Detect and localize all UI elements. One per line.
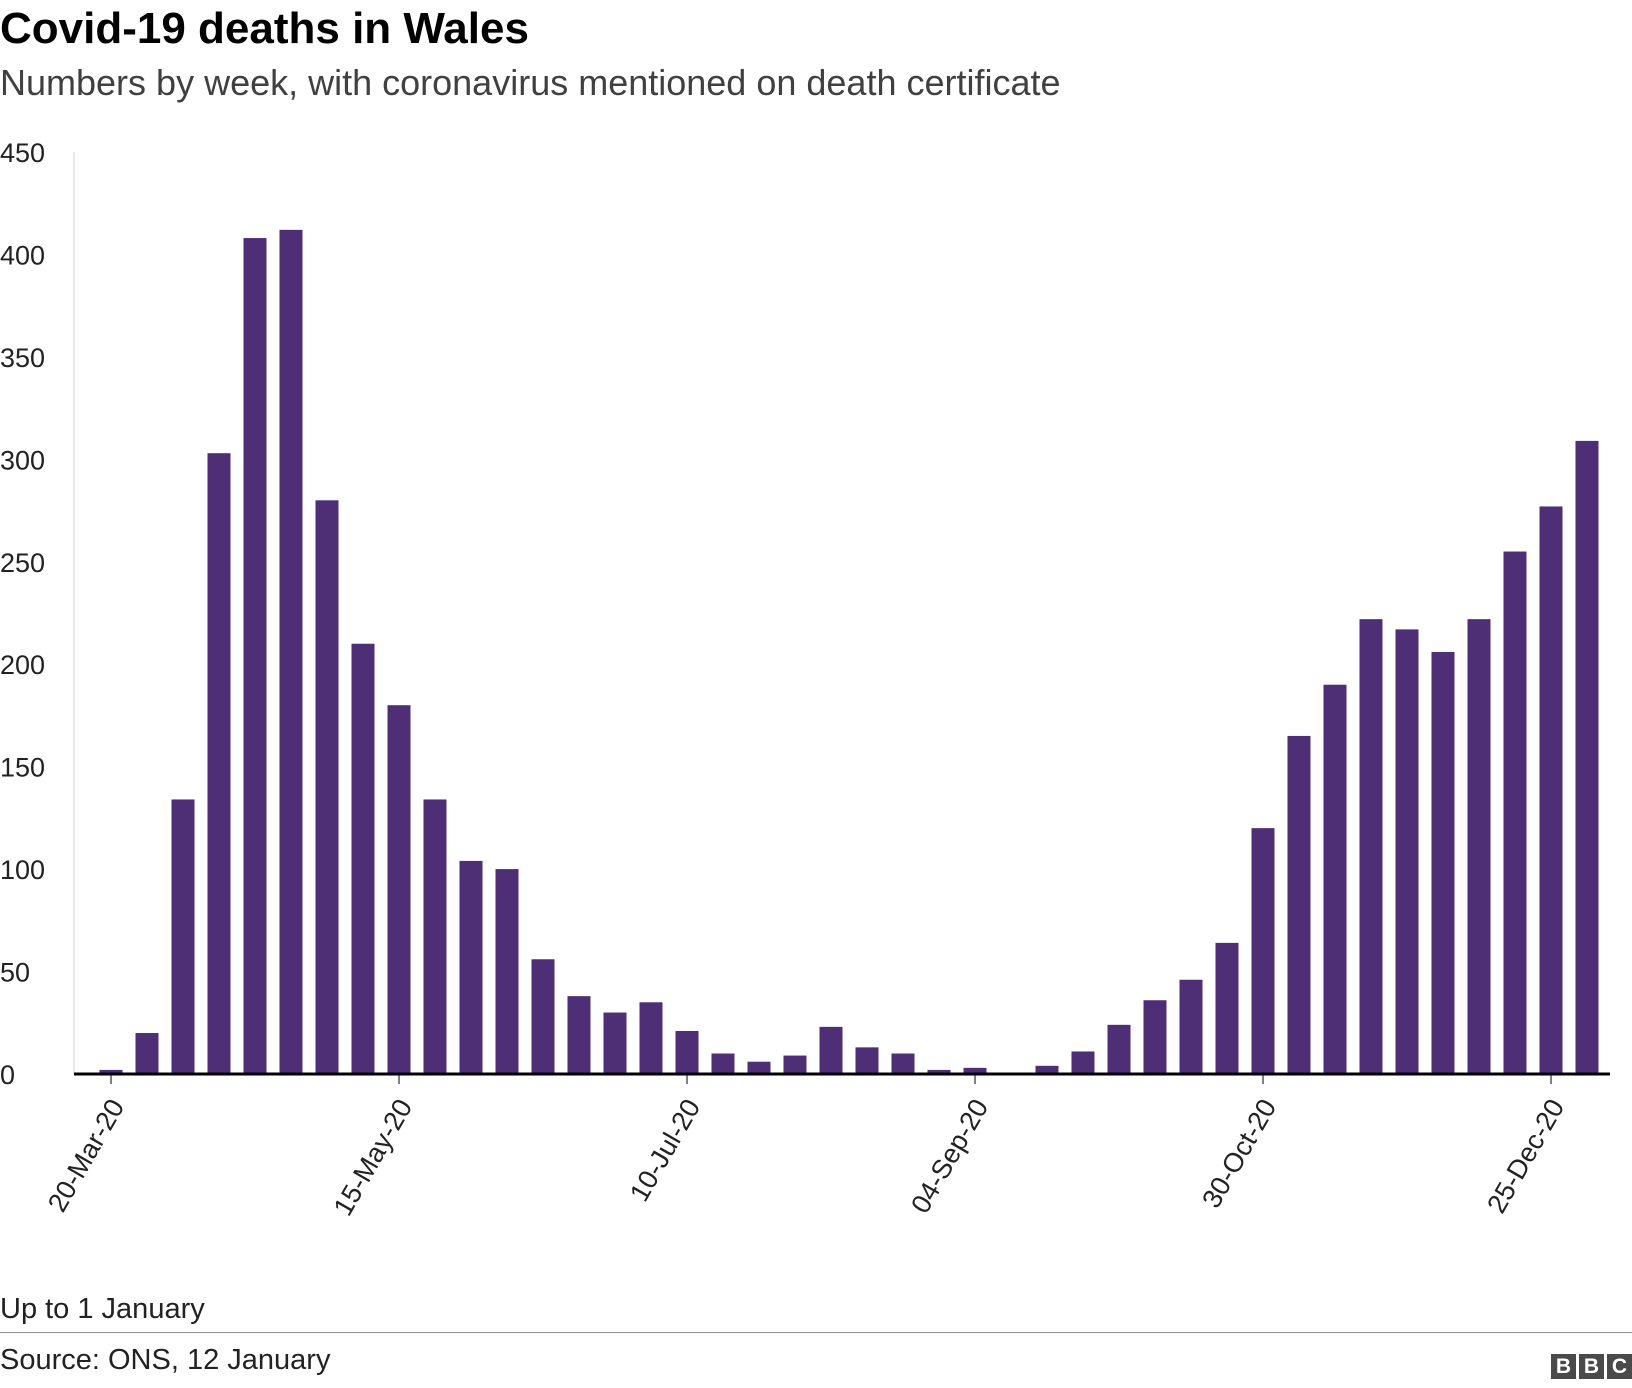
bar <box>423 799 447 1074</box>
bar <box>1467 619 1491 1074</box>
bar <box>639 1002 663 1074</box>
x-tick-label: 25-Dec-20 <box>1481 1094 1570 1218</box>
bar <box>1071 1051 1095 1074</box>
y-tick-label: 450 <box>0 138 45 168</box>
bar <box>1503 551 1527 1074</box>
x-tick-label: 15-May-20 <box>328 1094 419 1221</box>
bbc-logo-letter: B <box>1551 1354 1576 1379</box>
chart-title: Covid-19 deaths in Wales <box>0 4 529 53</box>
bar <box>1251 828 1275 1074</box>
bar <box>315 500 339 1074</box>
y-tick-label: 100 <box>0 855 45 885</box>
bar <box>207 453 231 1075</box>
y-tick-label: 350 <box>0 343 45 373</box>
y-tick-label: 0 <box>0 1060 15 1090</box>
bbc-logo-letter: C <box>1607 1354 1632 1379</box>
bars <box>99 229 1599 1075</box>
bbc-logo: B B C <box>1551 1354 1632 1379</box>
bar <box>171 799 195 1074</box>
bar <box>1395 629 1419 1074</box>
bar <box>603 1012 627 1074</box>
bar-chart: 0 50 100 150 200 250 300 350 400 450 20-Mar-20 15-… <box>0 138 1610 1221</box>
bar <box>567 996 591 1074</box>
x-tick-label: 10-Jul-20 <box>624 1094 706 1206</box>
y-tick-label: 250 <box>0 548 45 578</box>
y-tick-label: 300 <box>0 445 45 475</box>
source-credit: Source: ONS, 12 January <box>0 1344 331 1376</box>
bar <box>855 1047 879 1074</box>
bar <box>891 1053 915 1074</box>
bar <box>819 1026 843 1074</box>
bar <box>1107 1024 1131 1074</box>
bar <box>1323 684 1347 1074</box>
bar <box>783 1055 807 1074</box>
y-tick-label: 50 <box>0 958 30 988</box>
bar <box>495 869 519 1074</box>
bar <box>747 1061 771 1074</box>
chart-note: Up to 1 January <box>0 1293 205 1325</box>
bar <box>1035 1065 1059 1074</box>
bar <box>675 1030 699 1074</box>
chart-subtitle: Numbers by week, with coronavirus mentio… <box>0 62 1061 103</box>
bar <box>1143 1000 1167 1074</box>
bar <box>99 1069 123 1074</box>
y-tick-label: 200 <box>0 650 45 680</box>
bar <box>1359 619 1383 1074</box>
bbc-logo-letter: B <box>1579 1354 1604 1379</box>
x-tick-label: 30-Oct-20 <box>1196 1094 1282 1213</box>
bar <box>1215 942 1239 1074</box>
bar <box>1575 440 1599 1075</box>
x-axis: 20-Mar-20 15-May-20 10-Jul-20 04-Sep-20 30-O… <box>42 1074 1570 1221</box>
bar <box>279 229 303 1074</box>
bar <box>531 959 555 1074</box>
bar <box>1287 735 1311 1074</box>
bar <box>459 860 483 1074</box>
x-tick-label: 04-Sep-20 <box>905 1094 994 1218</box>
bar <box>243 238 267 1074</box>
bar <box>1179 979 1203 1074</box>
bar <box>1431 651 1455 1074</box>
bar <box>387 705 411 1074</box>
footer-divider <box>0 1332 1632 1333</box>
bar <box>351 643 375 1074</box>
bar <box>963 1067 987 1074</box>
y-tick-label: 150 <box>0 753 45 783</box>
bar <box>927 1069 951 1074</box>
x-tick-label: 20-Mar-20 <box>42 1094 130 1217</box>
bar <box>135 1033 159 1074</box>
bar <box>1539 506 1563 1074</box>
y-tick-label: 400 <box>0 240 45 270</box>
y-axis: 0 50 100 150 200 250 300 350 400 450 <box>0 138 45 1090</box>
bar <box>711 1053 735 1074</box>
